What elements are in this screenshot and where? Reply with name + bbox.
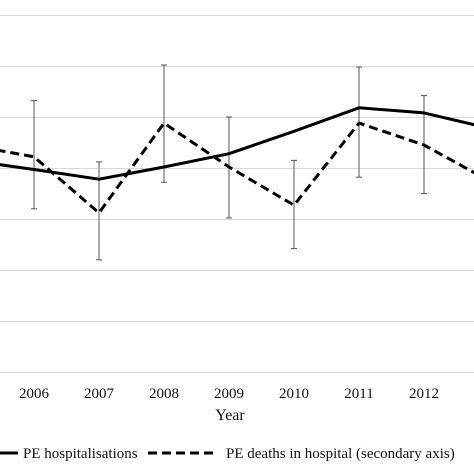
series-line-1 [0,106,474,181]
legend-label-2: PE deaths in hospital (secondary axis) [226,446,455,462]
x-tick-label: 2006 [19,386,50,402]
series-lines [0,106,474,215]
x-tick-label: 2012 [409,386,439,402]
series-line-2 [0,121,474,215]
x-tick-label: 2009 [214,386,244,402]
error-bars [31,64,427,261]
legend: PE hospitalisations PE deaths in hospital… [0,446,455,462]
x-axis-tick-labels: 200520062007200820092010201120122013 [19,386,439,402]
x-tick-label: 2011 [344,386,373,402]
x-tick-label: 2008 [149,386,179,402]
legend-label-1: PE hospitalisations [23,446,138,462]
x-tick-label: 2010 [279,386,309,402]
x-tick-label: 2007 [84,386,115,402]
gridlines [0,15,474,373]
x-axis-title: Year [215,407,245,424]
